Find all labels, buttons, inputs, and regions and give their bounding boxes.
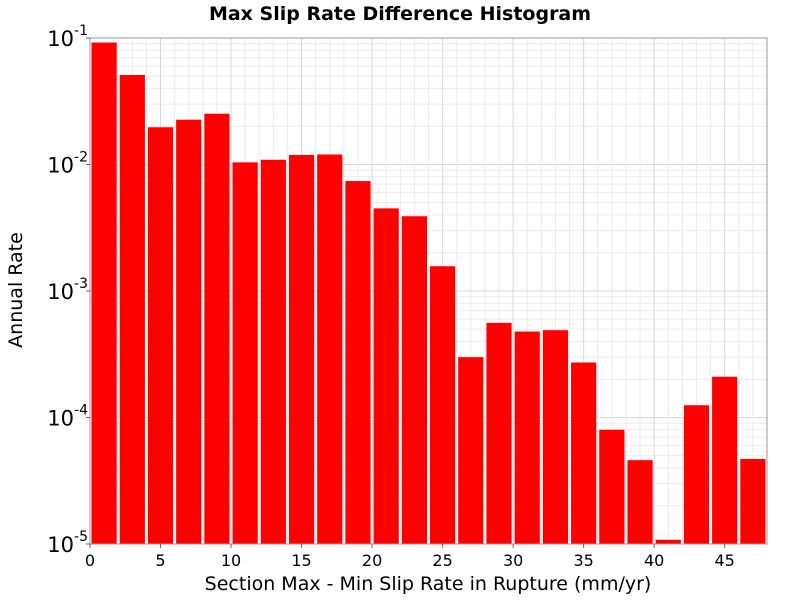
x-tick-label: 5 [155, 551, 165, 570]
x-tick-label: 15 [291, 551, 311, 570]
y-axis-label: Annual Rate [5, 232, 27, 348]
histogram-bar [571, 362, 597, 544]
histogram-bar [288, 154, 315, 545]
x-tick-label: 25 [432, 551, 452, 570]
histogram-bar [401, 216, 427, 544]
x-axis-label: Section Max - Min Slip Rate in Rupture (… [205, 573, 652, 595]
histogram-bar [514, 331, 540, 544]
x-tick-label: 45 [715, 551, 735, 570]
histogram-bar [655, 539, 681, 544]
y-tick-label: 10-3 [47, 276, 88, 304]
histogram-bar [599, 429, 625, 544]
y-tick-label: 10-4 [47, 403, 88, 431]
grid-lines [89, 38, 768, 545]
histogram-bar [740, 458, 766, 544]
histogram-bar [260, 159, 286, 544]
histogram-bar [147, 127, 174, 544]
histogram-bar [176, 119, 202, 544]
histogram-bar [204, 113, 230, 544]
histogram-bar [486, 322, 512, 544]
x-tick-label: 35 [573, 551, 593, 570]
histogram-bar [373, 208, 399, 544]
histogram-bar [317, 154, 343, 544]
x-tick-label: 40 [644, 551, 664, 570]
histogram-bar [458, 357, 484, 544]
x-tick-label: 10 [221, 551, 241, 570]
histogram-bar [119, 74, 145, 544]
histogram-bar [627, 460, 653, 544]
chart-title: Max Slip Rate Difference Histogram [209, 3, 591, 25]
x-axis-ticks: 0 5 10 15 20 25 30 35 40 45 [85, 544, 735, 570]
y-tick-label: 10-2 [47, 150, 88, 178]
histogram-bar [712, 376, 738, 544]
bars [91, 42, 766, 545]
histogram-bar [345, 181, 371, 545]
y-axis-ticks: 10-5 10-4 10-3 10-2 10-1 [47, 23, 90, 557]
histogram-bar [683, 405, 710, 544]
x-tick-label: 0 [85, 551, 95, 570]
x-tick-label: 20 [362, 551, 382, 570]
y-tick-label: 10-1 [47, 23, 88, 51]
histogram-bar [232, 162, 258, 544]
y-tick-label: 10-5 [47, 529, 88, 557]
histogram-bar [430, 266, 456, 544]
histogram-bar [91, 42, 117, 544]
histogram-bar [542, 330, 569, 544]
x-tick-label: 30 [503, 551, 523, 570]
